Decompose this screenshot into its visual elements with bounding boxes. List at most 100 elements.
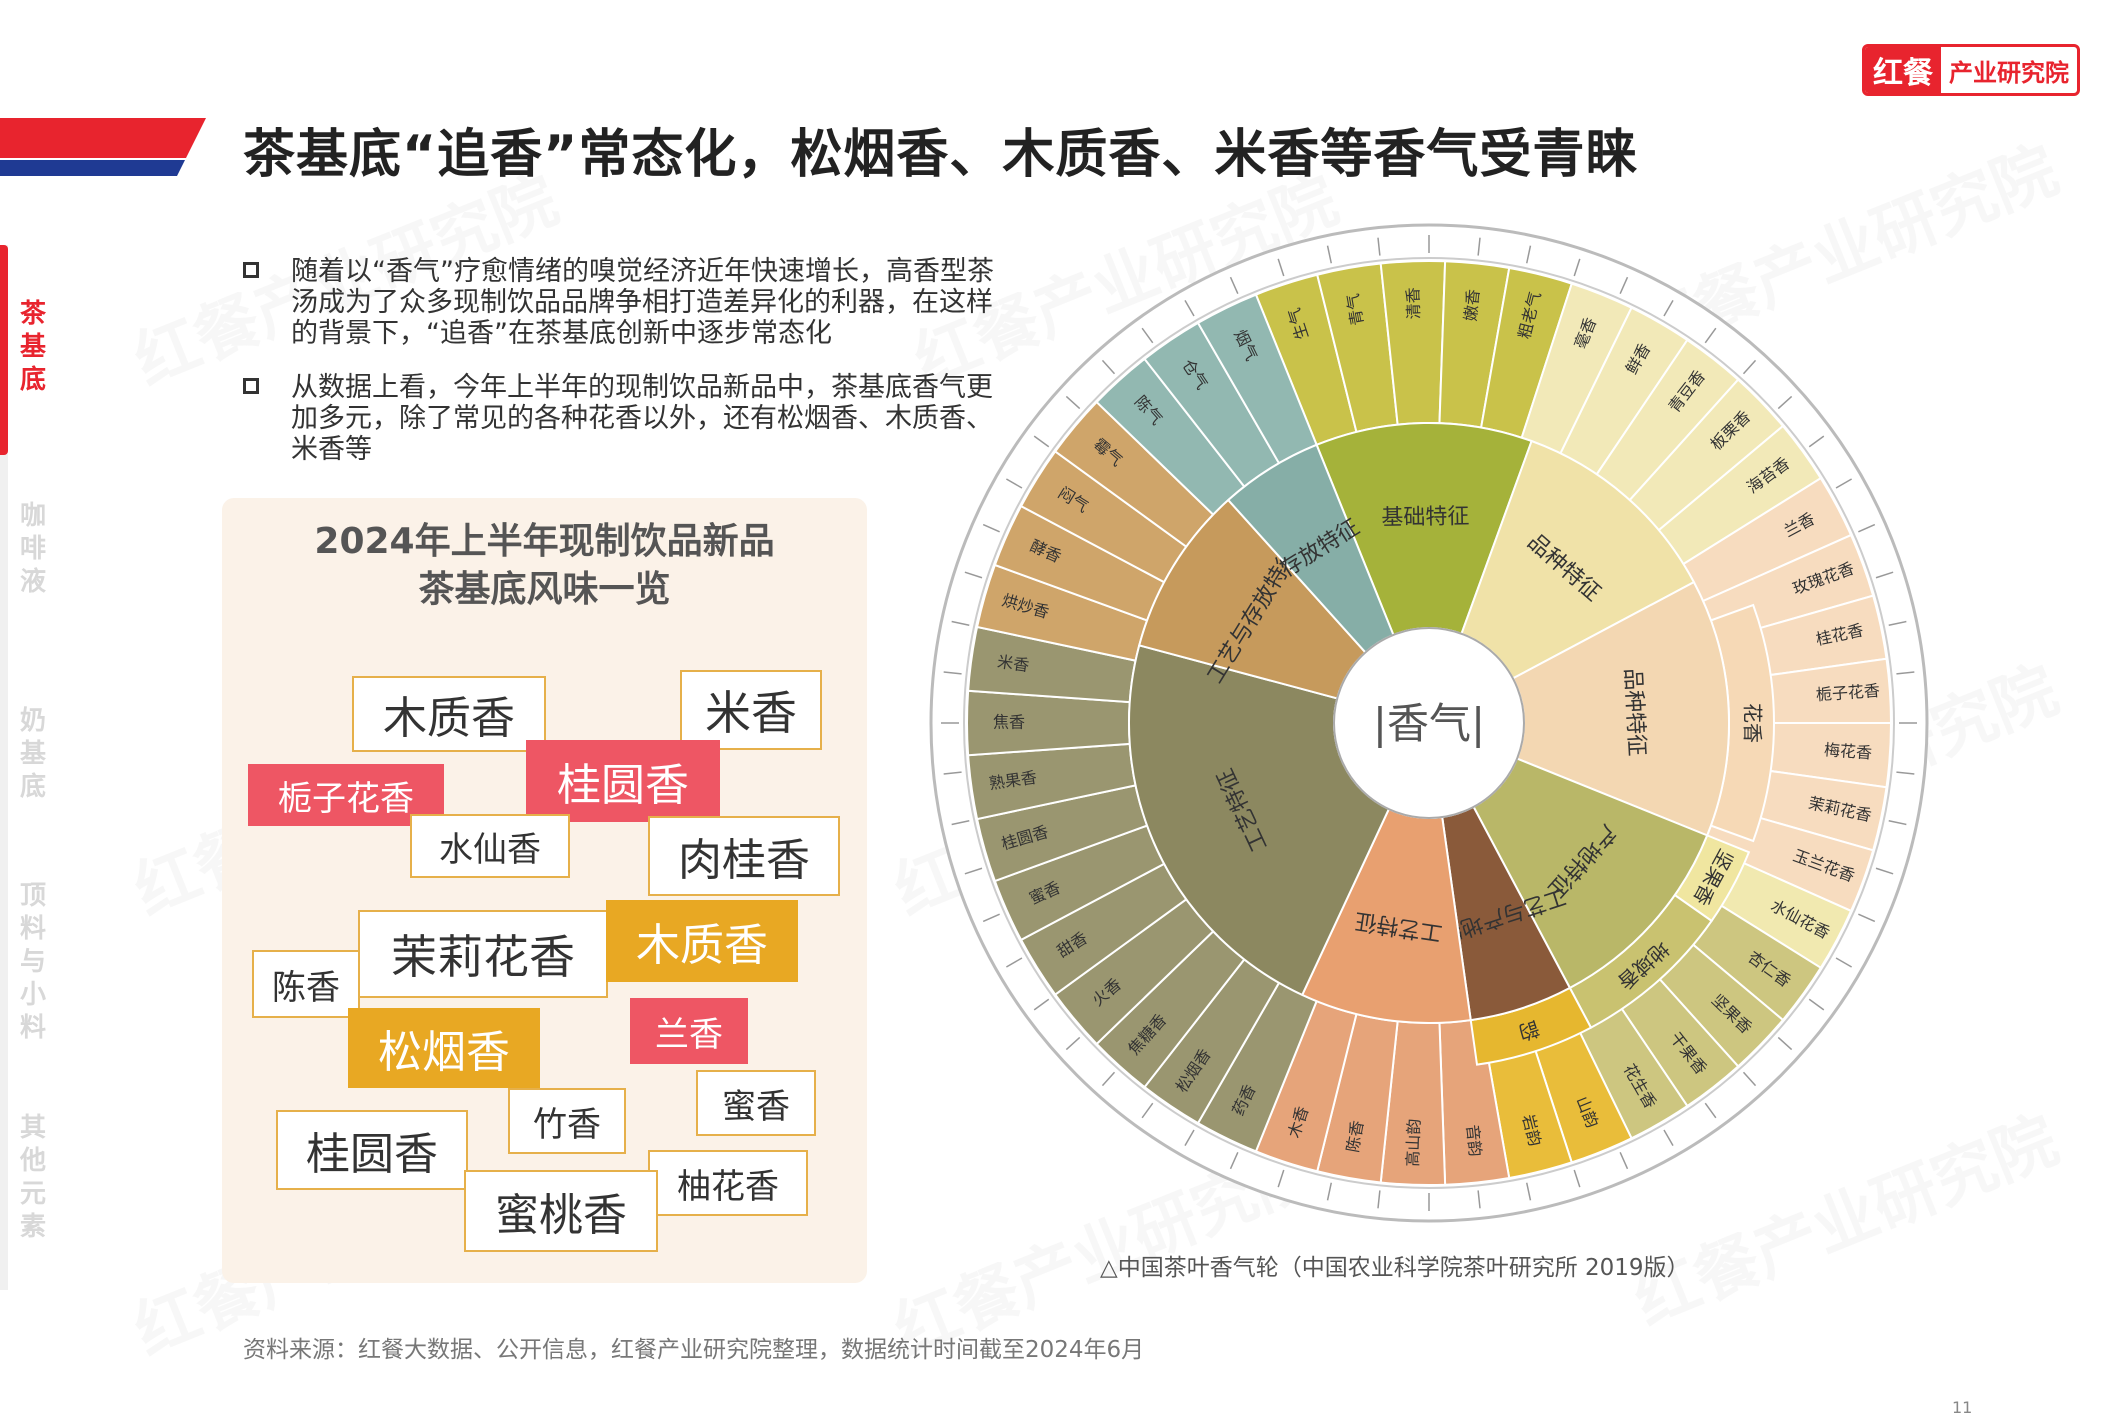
bullet-text: 随着以“香气”疗愈情绪的嗅觉经济近年快速增长，高香型茶汤成为了众多现制饮品品牌争… [291,256,994,349]
wheel-tick [1808,998,1825,1011]
wheel-outer-label: 清香 [1403,287,1423,320]
logo-text: 产业研究院 [1949,58,2069,87]
wheel-tick [1875,571,1894,579]
wheel-tick [951,620,970,627]
wheel-outer-label: 嫩香 [1461,288,1483,322]
wheel-tick [1858,913,1876,923]
wheel-middle-label: 花香 [1741,703,1765,743]
nav-item-milk-base[interactable]: 奶基底 [19,706,46,802]
wheel-tick [1573,1169,1581,1188]
wheel-outer-label: 米香 [996,652,1030,675]
wheel-tick [1777,395,1793,410]
wheel-tick [1835,957,1852,968]
flavor-tag: 桂圆香 [526,740,720,822]
wheel-tick [1573,258,1581,277]
wheel-tick [1184,1129,1195,1146]
flavor-tag: 木质香 [352,676,546,752]
source-note: 资料来源：红餐大数据、公开信息，红餐产业研究院整理，数据统计时间截至2024年6… [243,1337,1145,1363]
wheel-tick [1663,300,1674,317]
wheel-tick [1141,1102,1154,1119]
card-title-line2: 茶基底风味一览 [418,569,671,610]
flavor-tag: 陈香 [252,950,360,1018]
wheel-tick [1777,1036,1793,1051]
wheel-tick [1896,771,1915,775]
wheel-tick [1326,245,1333,264]
bullet-square-icon [243,262,259,278]
nav-item-coffee[interactable]: 咖啡液 [19,501,46,597]
aroma-wheel: 生气 青气 清香 嫩香 粗老气 毫香鲜香青豆香板栗香海苔香兰香玫瑰花香桂花香栀子花香梅花香… [929,223,1929,1223]
bullet-square-icon [243,378,259,394]
flavor-tag: 蜜香 [696,1070,816,1136]
wheel-tick [1477,237,1481,256]
wheel-tick [1742,359,1757,375]
wheel-tick [1619,1152,1629,1170]
bullet-point: 从数据上看，今年上半年的现制饮品新品中，茶基底香气更加多元，除了常见的各种花香以… [243,372,1003,465]
wheel-tick-ring [941,235,1917,1211]
wheel-outer-label: 焦香 [993,713,1025,732]
wheel-center-label: |香气| [1373,699,1485,748]
wheel-tick [964,571,983,579]
wheel-tick [1277,1169,1285,1188]
nav-item-tea-base[interactable]: 茶基底 [19,299,46,395]
wheel-tick [1835,478,1852,489]
flavor-tag: 松烟香 [348,1008,540,1088]
wheel-tick [1101,1071,1116,1087]
wheel-tick [951,819,970,826]
flavor-tag: 蜜桃香 [464,1170,658,1252]
wheel-tick [1858,523,1876,533]
wheel-tick [1525,1182,1532,1201]
flavor-tag: 茉莉花香 [358,910,608,998]
wheel-inner-ring: 基础特征品种特征品种特征产地特征工艺与产地特征工艺特征工艺特征工艺与存放特征存放… [1128,422,1730,1024]
wheel-tick [943,671,962,675]
flavor-tag: 木质香 [606,900,798,982]
wheel-tick [1888,819,1907,826]
wheel-tick [1742,1071,1757,1087]
nav-item-toppings[interactable]: 顶料与小料 [19,881,46,1043]
nav-item-others[interactable]: 其他元素 [19,1113,46,1242]
page-number: 11 [1952,1398,1973,1417]
wheel-tick [1525,245,1532,264]
wheel-tick [1006,478,1023,489]
wheel-tick [1888,620,1907,627]
wheel-tick [1896,671,1915,675]
wheel-tick [1006,957,1023,968]
wheel-tick [1875,867,1894,875]
bullet-point: 随着以“香气”疗愈情绪的嗅觉经济近年快速增长，高香型茶汤成为了众多现制饮品品牌争… [243,256,1003,349]
nav-track [0,245,8,1290]
wheel-tick [1377,237,1381,256]
wheel-tick [1619,276,1629,294]
wheel-outer-label: 梅花香 [1823,740,1872,762]
wheel-tick [1033,998,1050,1011]
wheel-tick [1184,300,1195,317]
wheel-tick [1033,435,1050,448]
wheel-outer-label: 栀子花香 [1815,681,1880,704]
header-accent-bar [0,118,206,176]
flavor-tag: 柚花香 [648,1150,808,1216]
flavor-tag: 兰香 [630,998,748,1064]
flavor-tag: 竹香 [508,1088,626,1154]
wheel-outer-label: 音韵 [1463,1124,1485,1158]
wheel-tick [1663,1129,1674,1146]
wheel-outer-label: 高山韵 [1403,1118,1424,1167]
flavor-card-title: 2024年上半年现制饮品新品 茶基底风味一览 [222,518,867,614]
wheel-tick [1377,1190,1381,1209]
wheel-tick [1326,1182,1333,1201]
wheel-tick [982,523,1000,533]
wheel-inner-label: 品种特征 [1619,668,1649,757]
wheel-tick [964,867,983,875]
wheel-tick [982,913,1000,923]
logo-mark: 红餐 [1865,47,1941,93]
wheel-tick [1141,327,1154,344]
wheel-tick [1277,258,1285,277]
bullet-text: 从数据上看，今年上半年的现制饮品新品中，茶基底香气更加多元，除了常见的各种花香以… [291,372,993,465]
wheel-tick [1065,395,1081,410]
flavor-tag: 肉桂香 [648,816,840,896]
card-title-line1: 2024年上半年现制饮品新品 [314,521,775,562]
flavor-tag: 桂圆香 [276,1110,468,1190]
wheel-tick [1229,276,1239,294]
wheel-tick [1101,359,1116,375]
brand-logo: 红餐 产业研究院 [1862,44,2080,96]
wheel-caption: △中国茶叶香气轮（中国农业科学院茶叶研究所 2019版） [1100,1255,1690,1281]
wheel-tick [1477,1190,1481,1209]
wheel-tick [943,771,962,775]
